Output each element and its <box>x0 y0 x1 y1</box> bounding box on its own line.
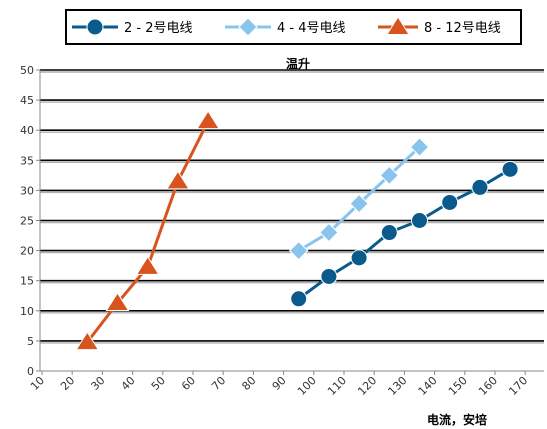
x-tick-label: 120 <box>355 374 379 398</box>
x-axis-title: 电流，安培 <box>427 412 487 427</box>
y-tick-label: 20 <box>20 245 34 258</box>
y-tick-label: 15 <box>20 275 34 288</box>
legend-marker <box>86 18 104 36</box>
legend-label: 2 - 2号电线 <box>124 21 193 36</box>
x-tick-label: 60 <box>179 374 198 393</box>
y-tick-label: 30 <box>20 184 34 197</box>
x-tick-label: 140 <box>416 374 440 398</box>
legend-label: 4 - 4号电线 <box>277 21 346 36</box>
data-point <box>288 240 309 261</box>
y-tick-label: 5 <box>27 335 34 348</box>
x-tick-label: 40 <box>119 374 138 393</box>
x-tick-label: 130 <box>385 374 409 398</box>
data-point <box>165 170 190 190</box>
x-tick-label: 80 <box>239 374 258 393</box>
data-point <box>75 331 100 351</box>
x-tick-label: 170 <box>506 374 530 398</box>
y-tick-label: 35 <box>20 154 34 167</box>
legend-label: 8 - 12号电线 <box>424 21 501 36</box>
x-tick-label: 110 <box>325 374 349 398</box>
data-point <box>105 292 130 311</box>
x-tick-label: 20 <box>58 374 77 393</box>
x-tick-label: 100 <box>295 374 319 398</box>
series-group <box>75 110 519 351</box>
data-point <box>196 110 221 130</box>
x-tick-label: 150 <box>446 374 470 398</box>
y-axis-title: 温升 <box>286 56 310 71</box>
legend-marker <box>386 16 410 35</box>
series-line <box>86 120 210 344</box>
y-tick-label: 45 <box>20 94 34 107</box>
x-tick-label: 70 <box>209 374 228 393</box>
data-point <box>380 224 398 242</box>
y-tick-labels: 0 5 10 15 20 25 30 35 40 45 50 <box>20 64 34 378</box>
y-tick-label: 40 <box>20 124 34 137</box>
series-1 <box>290 160 519 308</box>
legend-item: 2 - 2号电线 <box>72 18 193 36</box>
x-tick-label: 90 <box>270 374 289 393</box>
data-point <box>471 178 489 196</box>
legend: 2 - 2号电线 4 - 4号电线 8 - 12号电线 <box>65 9 522 45</box>
data-point <box>379 165 400 186</box>
data-point <box>319 222 339 243</box>
y-tick-label: 10 <box>20 305 34 318</box>
legend-item: 4 - 4号电线 <box>225 17 346 37</box>
x-tick-labels: 10 20 30 40 50 60 70 80 90 100 110 120 130 140 150 160 1… <box>28 374 530 398</box>
series-2 <box>288 137 430 261</box>
data-point <box>350 249 368 267</box>
data-point <box>411 212 428 229</box>
data-point <box>501 160 519 178</box>
y-tick-label: 0 <box>27 365 34 378</box>
x-tick-label: 30 <box>88 374 107 393</box>
data-point <box>135 255 160 275</box>
legend-marker <box>238 17 258 37</box>
data-point <box>349 193 369 214</box>
legend-box <box>65 9 522 45</box>
legend-item: 8 - 12号电线 <box>378 16 501 36</box>
y-tick-label: 25 <box>20 215 34 228</box>
series-3 <box>75 110 221 351</box>
y-tick-label: 50 <box>20 64 34 77</box>
x-tick-label: 50 <box>149 374 168 393</box>
x-tick-label: 160 <box>476 374 500 398</box>
data-point <box>409 137 430 157</box>
data-point <box>320 267 338 285</box>
axes <box>36 69 544 375</box>
data-point <box>290 290 308 308</box>
data-point <box>441 193 459 211</box>
